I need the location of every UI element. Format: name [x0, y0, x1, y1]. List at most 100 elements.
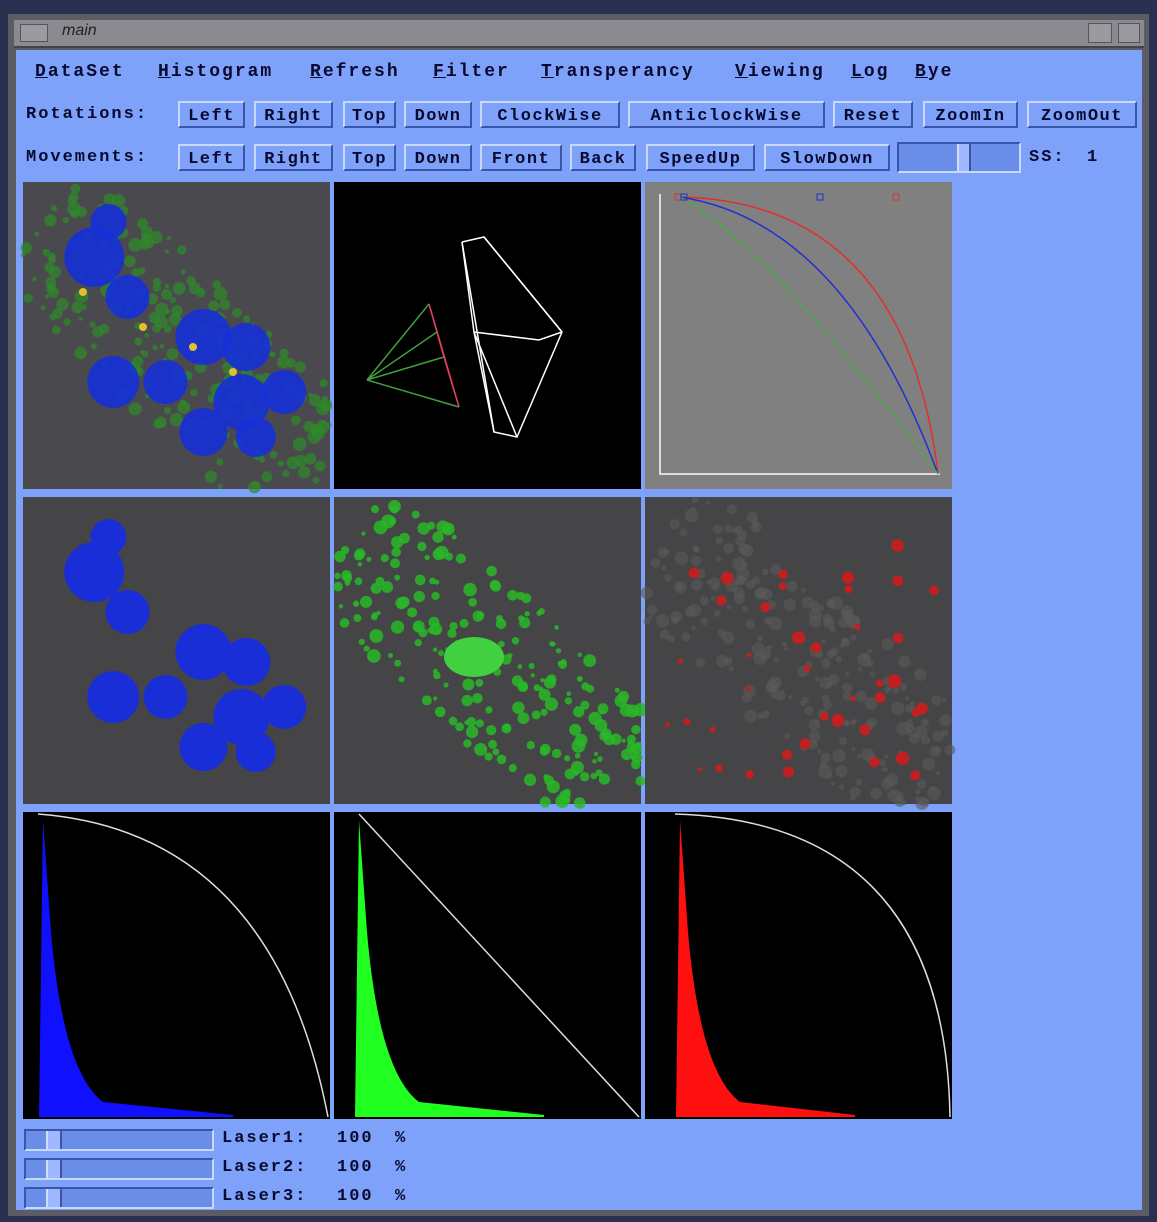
- texture: [165, 249, 169, 253]
- texture: [459, 619, 468, 628]
- texture: [664, 574, 672, 582]
- texture: [398, 676, 404, 682]
- texture: [153, 419, 163, 429]
- texture: [291, 415, 301, 425]
- texture: [167, 236, 171, 240]
- texture: [700, 596, 709, 605]
- texture: [91, 343, 97, 349]
- texture: [622, 739, 626, 743]
- texture: [294, 455, 306, 467]
- texture: [741, 562, 748, 569]
- texture: [52, 326, 61, 335]
- texture: [428, 617, 439, 628]
- texture: [933, 731, 944, 742]
- texture: [691, 579, 702, 590]
- texture: [641, 587, 653, 599]
- texture: [436, 520, 449, 533]
- texture: [936, 771, 940, 775]
- spot: [778, 570, 787, 579]
- texture: [452, 535, 457, 540]
- texture: [422, 695, 432, 705]
- texture: [669, 519, 679, 529]
- texture: [473, 610, 484, 621]
- texture: [372, 612, 378, 618]
- spot: [189, 343, 197, 351]
- texture: [34, 232, 39, 237]
- texture: [818, 765, 832, 779]
- texture: [399, 596, 410, 607]
- spot: [929, 585, 939, 595]
- texture: [529, 663, 535, 669]
- spot: [678, 659, 683, 664]
- panel-background: [334, 182, 641, 489]
- texture: [757, 635, 763, 641]
- texture: [556, 648, 561, 653]
- spot: [760, 602, 770, 612]
- texture: [881, 777, 893, 789]
- texture: [746, 619, 755, 628]
- spot: [665, 722, 670, 727]
- texture: [575, 734, 588, 747]
- texture: [305, 453, 316, 464]
- texture: [468, 598, 477, 607]
- texture: [504, 724, 511, 731]
- texture: [524, 774, 536, 786]
- texture: [820, 753, 830, 763]
- texture: [407, 607, 417, 617]
- texture: [165, 284, 169, 288]
- texture: [456, 554, 466, 564]
- texture: [706, 501, 710, 505]
- texture: [914, 668, 926, 680]
- texture: [391, 620, 404, 633]
- spot: [887, 674, 901, 688]
- texture: [315, 461, 326, 472]
- texture: [517, 664, 522, 669]
- view-panel: [334, 182, 641, 489]
- texture: [371, 505, 379, 513]
- texture: [433, 648, 437, 652]
- texture: [475, 679, 483, 687]
- texture: [921, 718, 929, 726]
- texture: [714, 610, 721, 617]
- spot: [745, 770, 754, 779]
- texture: [680, 529, 688, 537]
- texture: [41, 305, 46, 310]
- texture: [850, 635, 856, 641]
- texture: [841, 638, 848, 645]
- blob: [444, 637, 504, 677]
- nucleus: [87, 671, 139, 723]
- texture: [424, 555, 429, 560]
- texture: [583, 654, 596, 667]
- texture: [675, 551, 689, 565]
- texture: [532, 710, 541, 719]
- spot: [684, 718, 691, 725]
- texture: [466, 717, 476, 727]
- texture: [855, 691, 867, 703]
- texture: [472, 693, 482, 703]
- texture: [449, 717, 458, 726]
- nucleus: [176, 624, 232, 680]
- texture: [931, 695, 941, 705]
- view-panel: [23, 497, 330, 804]
- texture: [527, 741, 535, 749]
- texture: [827, 650, 835, 658]
- texture: [170, 297, 177, 304]
- texture: [463, 583, 476, 596]
- texture: [577, 676, 583, 682]
- texture: [784, 733, 790, 739]
- spot: [747, 653, 752, 658]
- texture: [262, 471, 273, 482]
- view-panels: [0, 0, 1157, 1222]
- texture: [752, 577, 760, 585]
- texture: [144, 333, 149, 338]
- texture: [512, 637, 519, 644]
- view-panel: [641, 497, 956, 810]
- texture: [711, 596, 716, 601]
- texture: [851, 747, 855, 751]
- texture: [51, 205, 57, 211]
- texture: [418, 628, 427, 637]
- texture: [744, 710, 757, 723]
- texture: [942, 698, 947, 703]
- texture: [915, 789, 920, 794]
- texture: [802, 696, 809, 703]
